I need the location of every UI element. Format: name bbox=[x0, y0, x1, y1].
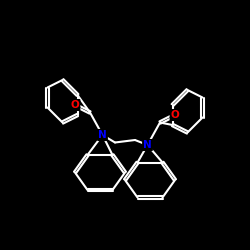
Text: O: O bbox=[71, 100, 80, 110]
Text: N: N bbox=[143, 140, 152, 150]
Text: O: O bbox=[170, 110, 179, 120]
Text: N: N bbox=[98, 130, 107, 140]
